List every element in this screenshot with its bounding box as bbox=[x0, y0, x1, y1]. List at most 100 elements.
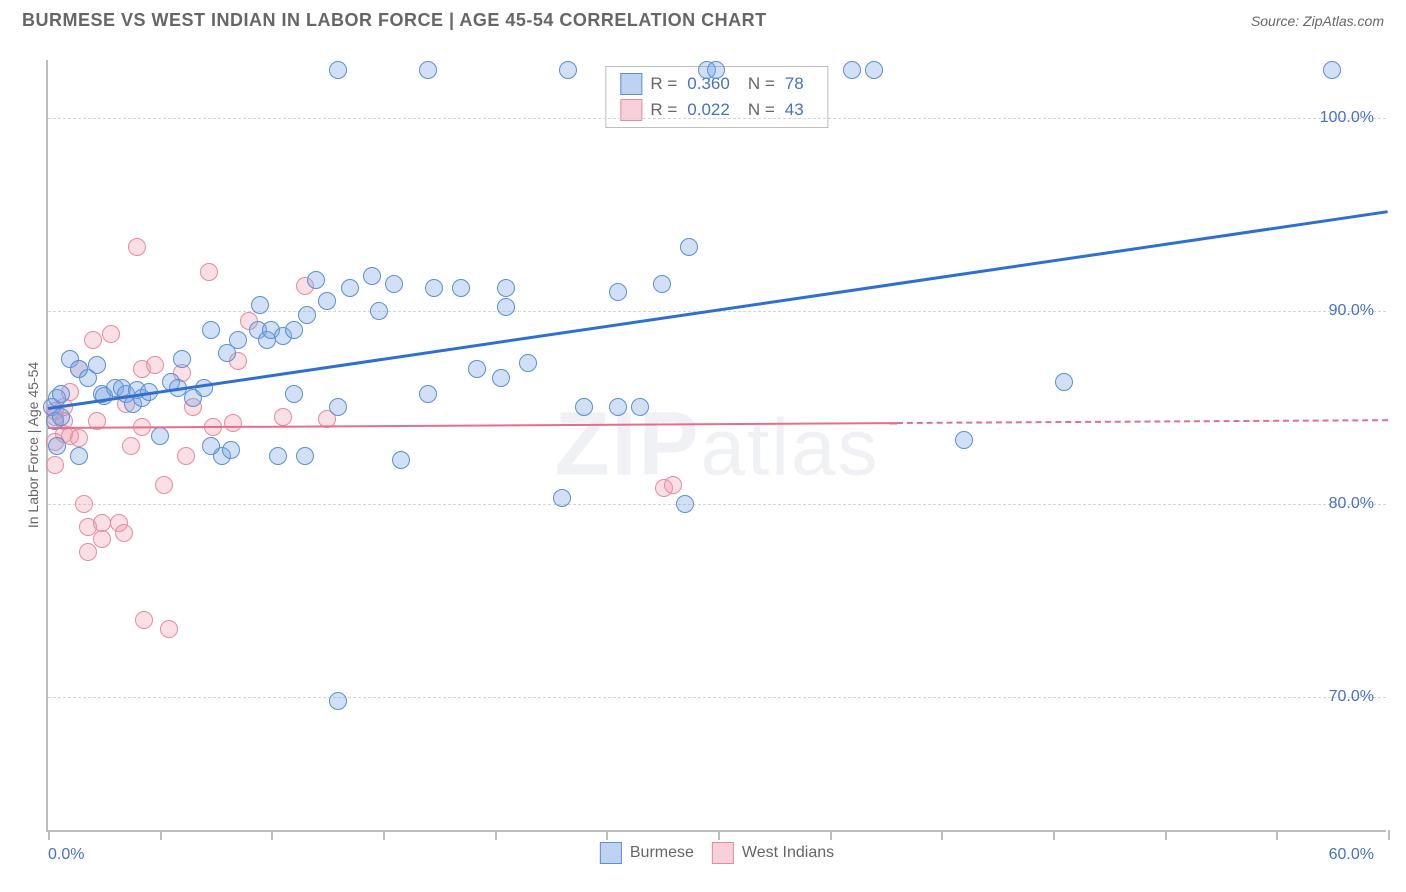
data-point-blue bbox=[269, 447, 287, 465]
y-axis-label: In Labor Force | Age 45-54 bbox=[25, 362, 41, 528]
r-label: R = bbox=[650, 74, 677, 94]
data-point-blue bbox=[222, 441, 240, 459]
data-point-blue bbox=[285, 321, 303, 339]
data-point-pink bbox=[146, 356, 164, 374]
x-tick bbox=[830, 830, 832, 840]
data-point-blue bbox=[392, 451, 410, 469]
swatch-blue bbox=[620, 73, 642, 95]
legend-label-west-indians: West Indians bbox=[742, 844, 834, 862]
legend-label-burmese: Burmese bbox=[630, 844, 694, 862]
gridline bbox=[48, 504, 1386, 505]
data-point-blue bbox=[609, 398, 627, 416]
data-point-blue bbox=[151, 427, 169, 445]
data-point-pink bbox=[274, 408, 292, 426]
x-tick bbox=[941, 830, 943, 840]
data-point-blue bbox=[70, 447, 88, 465]
data-point-blue bbox=[497, 279, 515, 297]
y-tick-label: 70.0% bbox=[1329, 688, 1374, 706]
trendline bbox=[48, 422, 897, 429]
data-point-blue bbox=[385, 275, 403, 293]
data-point-blue bbox=[307, 271, 325, 289]
gridline bbox=[48, 118, 1386, 119]
x-axis-min-label: 0.0% bbox=[48, 846, 84, 864]
x-tick bbox=[383, 830, 385, 840]
source-label: Source: ZipAtlas.com bbox=[1251, 13, 1384, 29]
data-point-pink bbox=[102, 325, 120, 343]
data-point-blue bbox=[229, 331, 247, 349]
x-tick bbox=[718, 830, 720, 840]
data-point-pink bbox=[200, 263, 218, 281]
data-point-blue bbox=[865, 61, 883, 79]
data-point-pink bbox=[155, 476, 173, 494]
x-tick bbox=[1053, 830, 1055, 840]
gridline bbox=[48, 697, 1386, 698]
data-point-pink bbox=[122, 437, 140, 455]
data-point-blue bbox=[318, 292, 336, 310]
data-point-pink bbox=[79, 543, 97, 561]
data-point-blue bbox=[676, 495, 694, 513]
x-tick bbox=[48, 830, 50, 840]
x-tick bbox=[495, 830, 497, 840]
data-point-blue bbox=[296, 447, 314, 465]
data-point-blue bbox=[48, 437, 66, 455]
data-point-blue bbox=[88, 356, 106, 374]
data-point-blue bbox=[631, 398, 649, 416]
n-label: N = bbox=[748, 74, 775, 94]
data-point-blue bbox=[341, 279, 359, 297]
n-value: 78 bbox=[783, 74, 814, 94]
data-point-blue bbox=[370, 302, 388, 320]
legend-item: Burmese bbox=[600, 842, 694, 864]
data-point-blue bbox=[419, 385, 437, 403]
data-point-blue bbox=[52, 385, 70, 403]
data-point-blue bbox=[519, 354, 537, 372]
x-axis-max-label: 60.0% bbox=[1329, 846, 1374, 864]
data-point-blue bbox=[707, 61, 725, 79]
data-point-pink bbox=[84, 331, 102, 349]
y-tick-label: 100.0% bbox=[1320, 109, 1374, 127]
data-point-blue bbox=[425, 279, 443, 297]
data-point-pink bbox=[93, 530, 111, 548]
data-point-blue bbox=[202, 321, 220, 339]
data-point-pink bbox=[115, 524, 133, 542]
data-point-blue bbox=[609, 283, 627, 301]
data-point-blue bbox=[298, 306, 316, 324]
x-tick bbox=[1388, 830, 1390, 840]
data-point-blue bbox=[419, 61, 437, 79]
data-point-pink bbox=[224, 414, 242, 432]
data-point-blue bbox=[575, 398, 593, 416]
x-tick bbox=[1165, 830, 1167, 840]
data-point-blue bbox=[1323, 61, 1341, 79]
x-tick bbox=[1276, 830, 1278, 840]
data-point-blue bbox=[329, 61, 347, 79]
data-point-blue bbox=[1055, 373, 1073, 391]
data-point-blue bbox=[843, 61, 861, 79]
data-point-blue bbox=[195, 379, 213, 397]
data-point-blue bbox=[680, 238, 698, 256]
data-point-blue bbox=[955, 431, 973, 449]
data-point-blue bbox=[251, 296, 269, 314]
legend-item: West Indians bbox=[712, 842, 834, 864]
series-legend: Burmese West Indians bbox=[600, 842, 834, 864]
data-point-pink bbox=[135, 611, 153, 629]
scatter-chart: In Labor Force | Age 45-54 ZIPatlas R = … bbox=[46, 60, 1386, 832]
chart-title: BURMESE VS WEST INDIAN IN LABOR FORCE | … bbox=[22, 10, 767, 31]
y-tick-label: 80.0% bbox=[1329, 495, 1374, 513]
watermark-light: atlas bbox=[701, 403, 880, 492]
data-point-pink bbox=[160, 620, 178, 638]
data-point-blue bbox=[553, 489, 571, 507]
data-point-blue bbox=[468, 360, 486, 378]
data-point-blue bbox=[52, 408, 70, 426]
watermark: ZIPatlas bbox=[555, 394, 880, 497]
y-tick-label: 90.0% bbox=[1329, 302, 1374, 320]
data-point-blue bbox=[559, 61, 577, 79]
x-tick bbox=[160, 830, 162, 840]
swatch-blue bbox=[600, 842, 622, 864]
data-point-blue bbox=[329, 692, 347, 710]
trendline bbox=[897, 419, 1388, 424]
stats-legend-row: R = 0.022 N = 43 bbox=[620, 97, 813, 123]
data-point-pink bbox=[46, 456, 64, 474]
data-point-pink bbox=[70, 429, 88, 447]
data-point-pink bbox=[664, 476, 682, 494]
data-point-pink bbox=[75, 495, 93, 513]
data-point-pink bbox=[128, 238, 146, 256]
